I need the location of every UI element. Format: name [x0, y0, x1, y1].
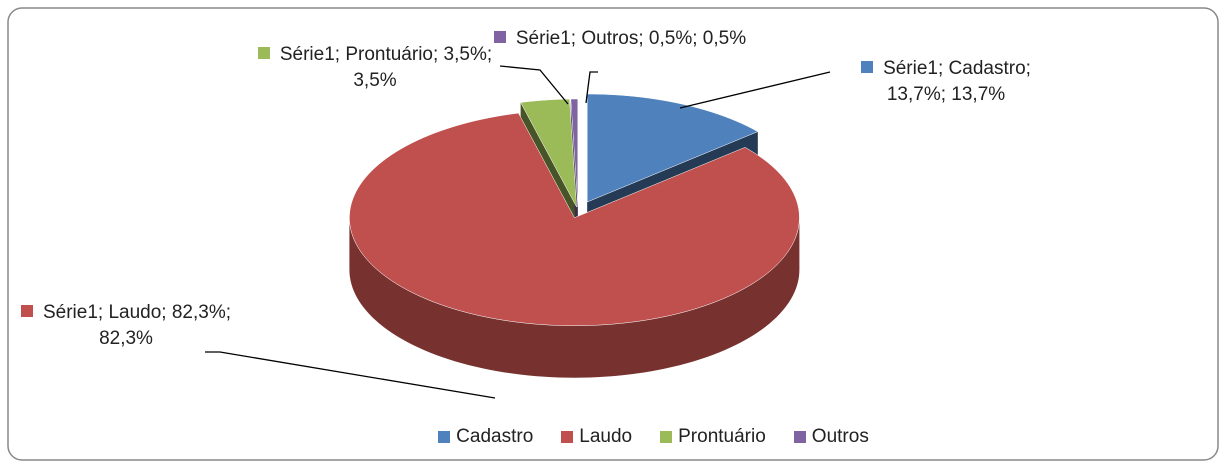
legend-label: Prontuário — [678, 426, 766, 447]
legend-item: Outros — [793, 426, 869, 448]
legend-label: Laudo — [579, 426, 633, 447]
legend-item: Cadastro — [438, 426, 533, 448]
leader-line — [205, 351, 496, 399]
legend-swatch — [438, 431, 451, 443]
data-label: Série1; Laudo; 82,3%; 82,3% — [15, 300, 237, 352]
data-label: Série1; Cadastro; 13,7%; 13,7% — [830, 56, 1062, 108]
pie-slice — [586, 93, 759, 203]
leader-line — [585, 71, 598, 104]
label-swatch — [861, 61, 874, 73]
legend-label: Outros — [811, 426, 869, 447]
data-label-text: Série1; Laudo; 82,3%; 82,3% — [42, 302, 232, 349]
pie-slice — [520, 98, 577, 208]
legend-item: Laudo — [561, 426, 632, 448]
data-label: Série1; Outros; 0,5%; 0,5% — [482, 26, 758, 52]
label-swatch — [257, 47, 270, 59]
pie-slice — [349, 112, 800, 326]
slice-side — [349, 217, 800, 378]
leader-line — [679, 71, 831, 109]
legend: Cadastro Laudo Prontuário Outros — [0, 426, 1227, 448]
legend-swatch — [660, 431, 673, 443]
legend-label: Cadastro — [456, 426, 534, 447]
data-label-text: Série1; Prontuário; 3,5%; 3,5% — [279, 44, 493, 91]
legend-item: Prontuário — [660, 426, 766, 448]
data-label-text: Série1; Cadastro; 13,7%; 13,7% — [883, 58, 1031, 105]
label-swatch — [493, 31, 506, 43]
label-swatch — [20, 305, 33, 317]
leader-line — [499, 65, 569, 105]
data-label: Série1; Prontuário; 3,5%; 3,5% — [255, 42, 495, 94]
data-label-text: Série1; Outros; 0,5%; 0,5% — [515, 28, 747, 49]
pie-slice — [570, 98, 579, 208]
legend-swatch — [561, 431, 574, 443]
legend-swatch — [793, 431, 806, 443]
